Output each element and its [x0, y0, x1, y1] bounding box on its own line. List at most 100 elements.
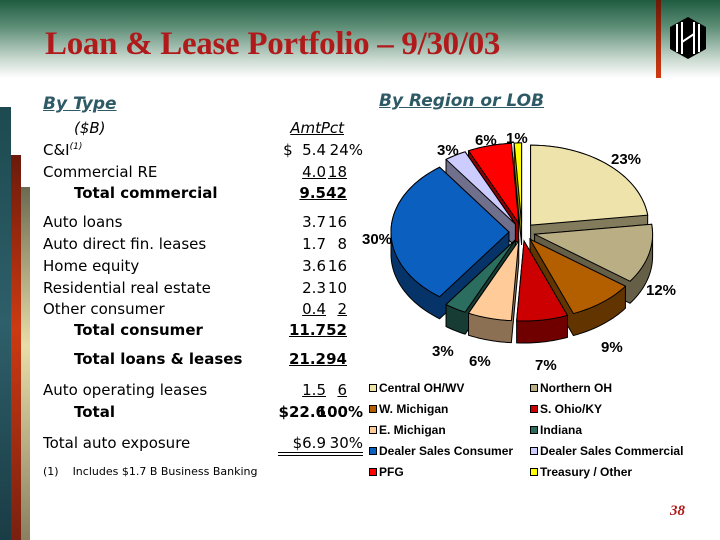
footnote: (1) Includes $1.7 B Business Banking	[43, 465, 258, 478]
row-percent: 94	[326, 350, 347, 368]
table-row: Total commercial 9.5 42	[43, 184, 363, 204]
row-percent: 52	[326, 321, 347, 339]
decor-strip	[21, 187, 30, 540]
table-row: C&I(1) $ 5.4 24%	[43, 141, 363, 161]
pie-slice-indiana	[445, 239, 516, 313]
pie-slice-w-michigan	[528, 238, 627, 315]
table-row: Home equity 3.6 16	[43, 257, 363, 277]
legend-item: PFG	[369, 465, 404, 479]
row-amount: 1.5	[302, 381, 326, 399]
row-amount: 0.4	[302, 300, 326, 318]
footnote-ref: (1)	[69, 142, 83, 152]
row-label: Total commercial	[74, 184, 218, 202]
legend-swatch	[530, 384, 538, 392]
row-amount: 21.2	[288, 350, 326, 368]
legend-swatch	[530, 405, 538, 413]
by-region-heading: By Region or LOB	[379, 91, 545, 111]
table-row: Other consumer 0.4 2	[43, 300, 363, 320]
row-label: Total consumer	[74, 321, 203, 339]
legend-item: Dealer Sales Consumer	[369, 444, 513, 458]
decor-strip	[11, 155, 21, 540]
legend-label: W. Michigan	[379, 402, 449, 416]
legend-item: Central OH/WV	[369, 381, 464, 395]
legend-swatch	[530, 426, 538, 434]
pie-data-label: 30%	[362, 231, 393, 248]
legend-label: Northern OH	[540, 381, 612, 395]
legend-item: Northern OH	[530, 381, 612, 395]
row-percent: 18	[327, 163, 347, 181]
row-label: Auto operating leases	[43, 381, 208, 399]
legend-swatch	[530, 468, 538, 476]
row-label: Residential real estate	[43, 279, 211, 297]
table-row: Total consumer 11.7 52	[43, 321, 363, 341]
legend-label: E. Michigan	[379, 423, 446, 437]
pie-data-label: 7%	[535, 357, 557, 374]
page-title: Loan & Lease Portfolio – 9/30/03	[45, 26, 501, 62]
table-row: Total loans & leases 21.2 94	[43, 350, 363, 370]
pie-data-label: 6%	[469, 353, 491, 370]
legend-item: W. Michigan	[369, 402, 448, 416]
legend-label: Central OH/WV	[379, 381, 465, 395]
legend-item: Dealer Sales Commercial	[530, 444, 683, 458]
row-amount: 2.3	[302, 279, 326, 297]
pie-slice-northern-oh	[532, 223, 654, 282]
pie-data-label: 9%	[601, 339, 623, 356]
row-amount: $22.6	[278, 403, 326, 421]
row-label: Other consumer	[43, 300, 165, 318]
pie-data-label: 3%	[437, 142, 459, 159]
legend-label: Treasury / Other	[540, 465, 633, 479]
legend-label: Indiana	[540, 423, 583, 437]
row-percent: 24%	[329, 141, 363, 159]
pie-slice-pfg	[467, 142, 520, 226]
pie-slice-e-michigan	[467, 238, 520, 322]
row-label: Commercial RE	[43, 163, 158, 181]
row-label: Total loans & leases	[74, 350, 243, 368]
amt-header: Amt	[290, 119, 321, 137]
row-label: Total auto exposure	[43, 434, 191, 452]
legend-swatch	[369, 447, 377, 455]
table-row: Auto loans 3.7 16	[43, 213, 363, 233]
table-row: Total auto exposure $6.9 30%	[43, 434, 363, 456]
legend-swatch	[530, 447, 538, 455]
legend-swatch	[369, 384, 377, 392]
row-amount: 1.7	[302, 235, 326, 253]
header-divider	[656, 0, 661, 78]
header-band	[0, 0, 720, 78]
row-label: Auto loans	[43, 213, 123, 231]
row-percent: 42	[326, 184, 347, 202]
row-percent: 16	[327, 213, 347, 231]
table-row: Auto operating leases 1.5 6	[43, 381, 363, 401]
row-label: Home equity	[43, 257, 140, 275]
table-row: Commercial RE 4.0 18	[43, 163, 363, 183]
row-amount: 3.7	[302, 213, 326, 231]
legend-label: Dealer Sales Consumer	[379, 444, 514, 458]
pie-data-label: 1%	[506, 130, 528, 147]
row-label: Auto direct fin. leases	[43, 235, 207, 253]
row-percent: 30%	[313, 434, 363, 456]
row-amount: $6.9	[278, 434, 326, 456]
legend-label: PFG	[379, 465, 404, 479]
row-percent: 6	[337, 381, 347, 399]
row-percent: 100%	[316, 403, 363, 421]
row-amount: 11.7	[288, 321, 326, 339]
row-percent: 8	[337, 235, 347, 253]
row-amount: $ 5.4	[283, 141, 326, 159]
row-label: Total	[74, 403, 115, 421]
row-label: C&I(1)	[43, 141, 83, 159]
pie-slice-central-oh-wv	[530, 144, 649, 226]
legend-label: S. Ohio/KY	[540, 402, 603, 416]
pct-header: Pct	[320, 119, 344, 137]
company-logo-icon	[670, 17, 706, 59]
legend-swatch	[369, 426, 377, 434]
legend-swatch	[369, 405, 377, 413]
units-label: ($B)	[74, 119, 106, 137]
pie-data-label: 6%	[475, 132, 497, 149]
region-pie-chart	[390, 142, 654, 344]
pie-slice-dealer-sales-consumer	[390, 166, 510, 298]
legend-label: Dealer Sales Commercial	[540, 444, 684, 458]
pie-data-label: 23%	[611, 151, 642, 168]
row-amount: 3.6	[302, 257, 326, 275]
legend-item: Indiana	[530, 423, 582, 437]
table-header: ($B) Amt Pct	[43, 119, 363, 139]
table-row: Total $22.6 100%	[43, 403, 363, 423]
